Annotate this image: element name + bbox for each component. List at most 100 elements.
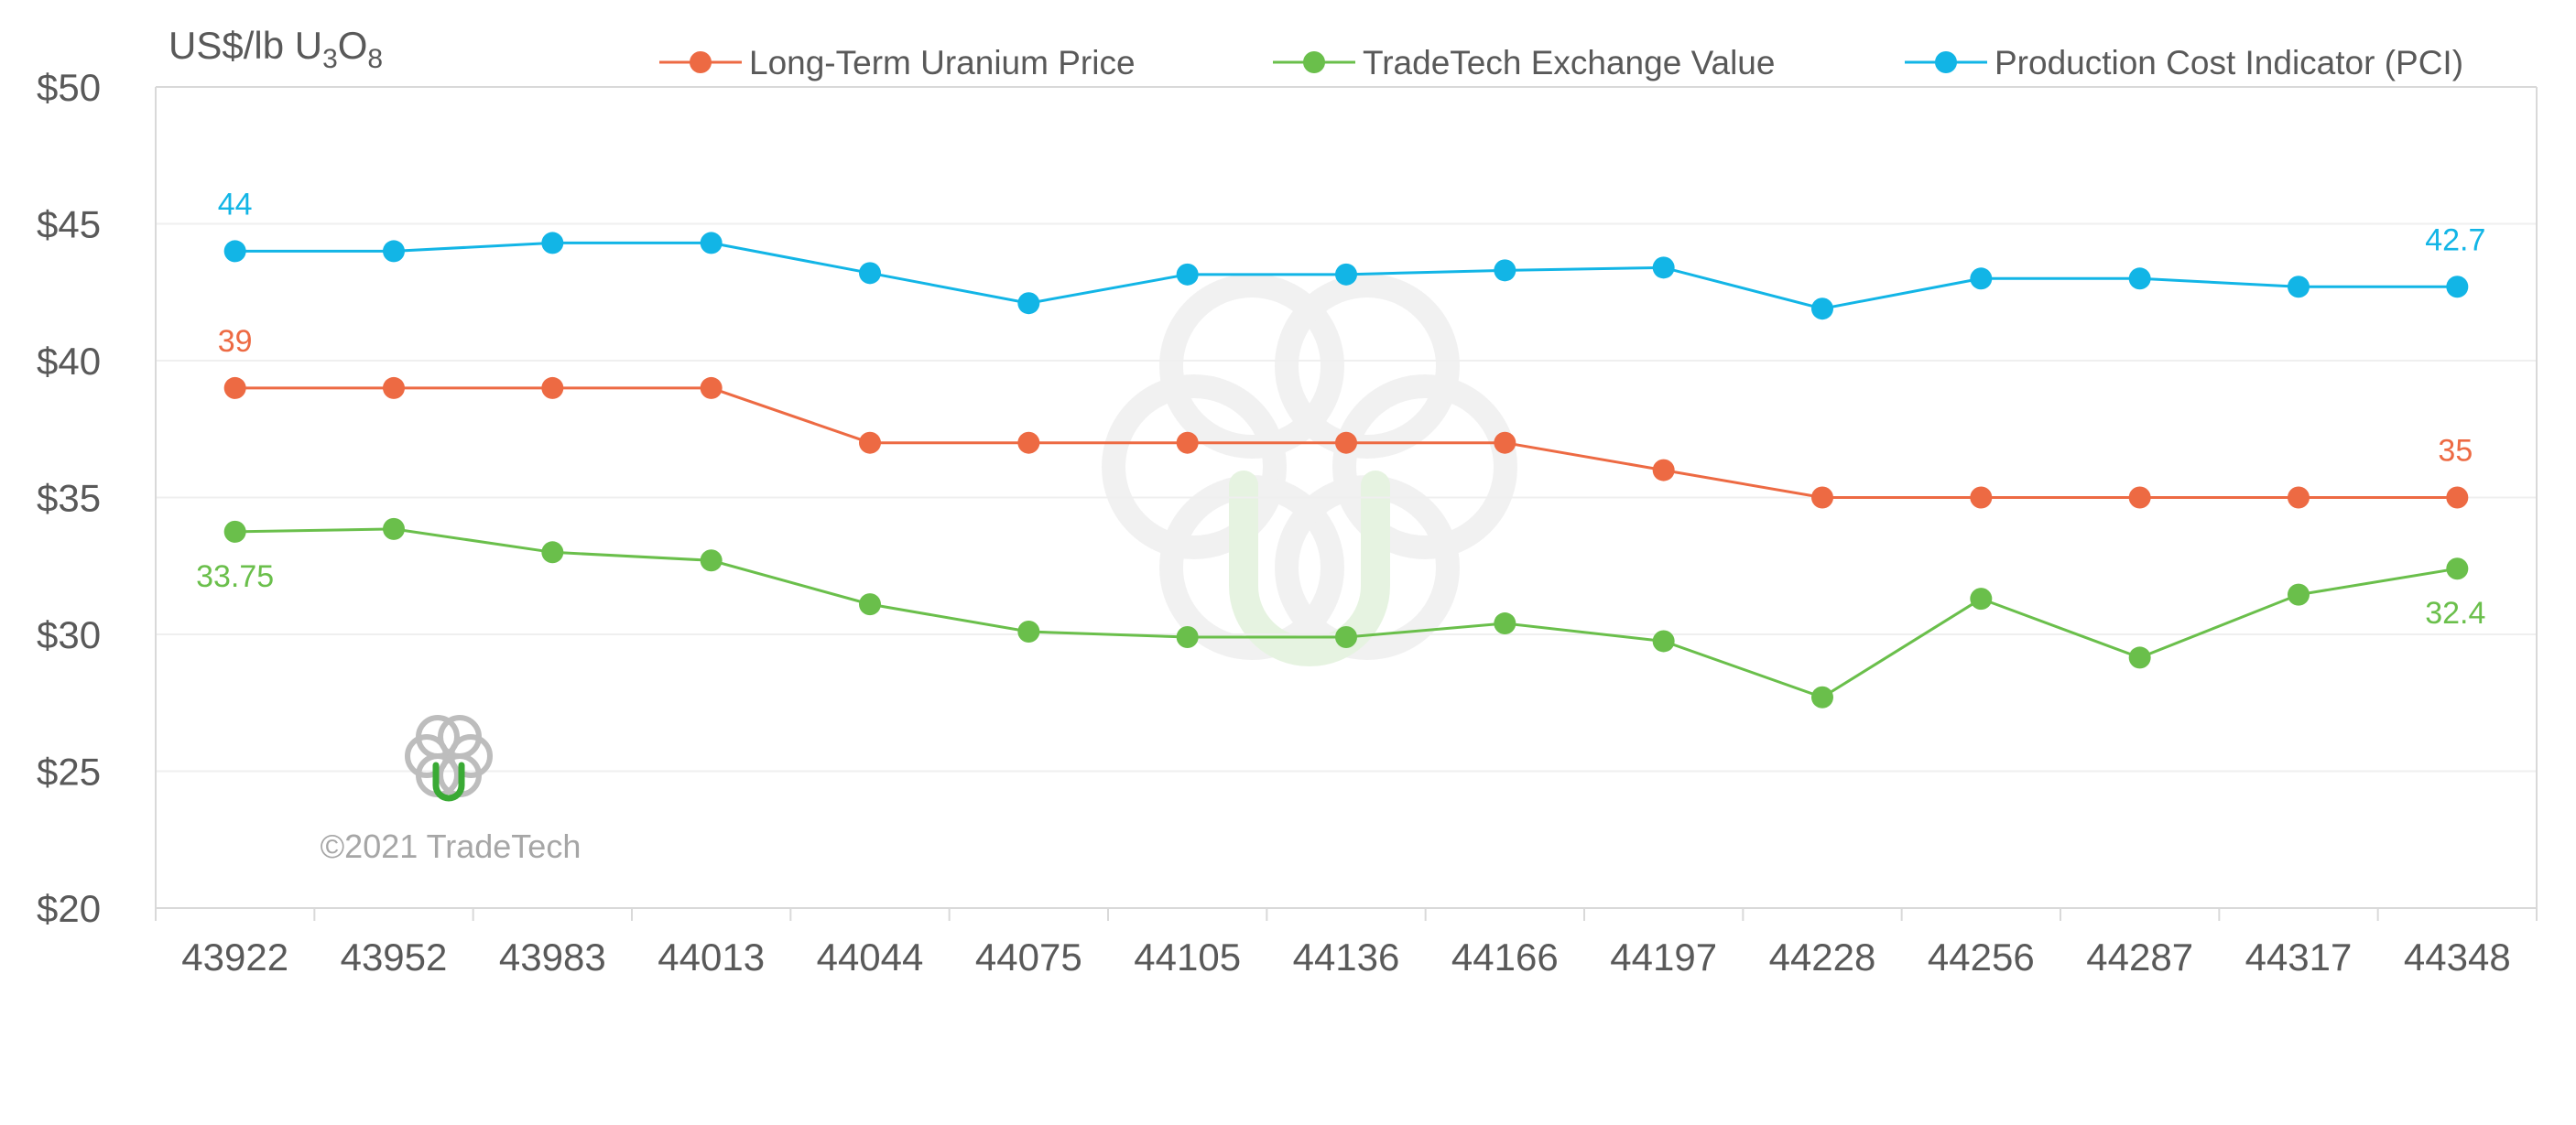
x-tick-label: 44044 xyxy=(817,936,924,979)
data-point xyxy=(1176,431,1199,454)
series-2 xyxy=(223,232,2469,320)
data-point xyxy=(1017,621,1040,644)
tradetech-logo-icon xyxy=(405,715,493,802)
unit-label-prefix: US$/lb U xyxy=(168,24,322,67)
copyright-text: ©2021 TradeTech xyxy=(321,828,582,865)
data-point xyxy=(383,240,405,263)
legend-marker xyxy=(1303,51,1325,73)
data-point xyxy=(1652,459,1675,481)
data-point xyxy=(700,376,723,399)
axes xyxy=(155,86,2538,921)
legend-label: Production Cost Indicator (PCI) xyxy=(1994,44,2463,81)
data-point xyxy=(1970,267,1993,290)
data-point xyxy=(223,520,246,543)
data-point xyxy=(1494,259,1516,282)
data-label: 33.75 xyxy=(196,559,274,594)
x-tick-label: 44317 xyxy=(2245,936,2353,979)
data-point xyxy=(2288,276,2310,298)
data-point xyxy=(700,232,723,254)
x-tick-label: 44136 xyxy=(1293,936,1400,979)
series-0 xyxy=(223,376,2469,509)
x-tick-label: 43983 xyxy=(499,936,606,979)
unit-label: US$/lb U3O8 xyxy=(168,24,383,74)
data-label: 35 xyxy=(2438,434,2473,469)
data-point xyxy=(2288,486,2310,509)
unit-label-sub-8: 8 xyxy=(367,44,383,74)
y-tick-label: $35 xyxy=(37,477,101,520)
data-point xyxy=(1970,486,1993,509)
data-point xyxy=(1176,263,1199,286)
data-point xyxy=(541,541,564,564)
x-tick-label: 44228 xyxy=(1769,936,1876,979)
unit-label-sub-3: 3 xyxy=(322,44,338,74)
data-point xyxy=(1970,588,1993,611)
data-point xyxy=(1811,486,1833,509)
legend-item: Long-Term Uranium Price xyxy=(659,44,1136,81)
data-point xyxy=(859,431,881,454)
y-tick-label: $25 xyxy=(37,751,101,794)
data-point xyxy=(1176,625,1199,648)
series-line xyxy=(234,527,2458,699)
legend-marker xyxy=(690,51,712,73)
legend-item: TradeTech Exchange Value xyxy=(1273,44,1775,81)
gridlines xyxy=(156,222,2537,773)
data-label: 32.4 xyxy=(2425,596,2485,631)
data-point xyxy=(1652,630,1675,653)
y-tick-label: $50 xyxy=(37,66,101,109)
x-tick-label: 44105 xyxy=(1134,936,1241,979)
legend: Long-Term Uranium Price TradeTech Exchang… xyxy=(659,44,2463,81)
series-layer xyxy=(223,232,2469,709)
x-tick-label: 44256 xyxy=(1928,936,2035,979)
data-point xyxy=(1811,686,1833,709)
data-point xyxy=(859,593,881,616)
x-tick-label: 44075 xyxy=(975,936,1082,979)
data-point xyxy=(2446,276,2469,298)
data-point xyxy=(1335,431,1357,454)
x-tick-label: 44287 xyxy=(2086,936,2193,979)
data-point xyxy=(383,376,405,399)
data-point xyxy=(2288,583,2310,606)
data-point xyxy=(2128,486,2151,509)
data-labels: 39 35 33.75 32.4 44 42.7 xyxy=(196,187,2485,631)
data-point xyxy=(223,376,246,399)
data-point xyxy=(541,376,564,399)
series-1 xyxy=(223,517,2469,709)
x-tick-label: 44166 xyxy=(1451,936,1559,979)
data-point xyxy=(2446,486,2469,509)
data-point xyxy=(1652,256,1675,279)
data-label: 42.7 xyxy=(2425,222,2485,257)
x-tick-label: 43952 xyxy=(341,936,448,979)
legend-label: Long-Term Uranium Price xyxy=(749,44,1136,81)
y-tick-label: $45 xyxy=(37,203,101,246)
y-tick-label: $40 xyxy=(37,340,101,383)
data-point xyxy=(2128,267,2151,290)
data-point xyxy=(2128,646,2151,669)
x-axis-tick-labels: 43922 43952 43983 44013 44044 44075 44105 44136… xyxy=(181,936,2510,979)
x-tick-label: 44348 xyxy=(2404,936,2511,979)
data-point xyxy=(1017,292,1040,315)
x-tick-label: 44013 xyxy=(658,936,765,979)
x-tick-label: 44197 xyxy=(1610,936,1717,979)
data-point xyxy=(541,232,564,254)
unit-label-oxygen: O xyxy=(338,24,368,67)
data-point xyxy=(1494,431,1516,454)
data-point xyxy=(2446,557,2469,580)
data-point xyxy=(1017,431,1040,454)
legend-marker xyxy=(1935,51,1957,73)
data-point xyxy=(1335,263,1357,286)
data-point xyxy=(383,517,405,540)
legend-item: Production Cost Indicator (PCI) xyxy=(1905,44,2463,81)
data-point xyxy=(859,262,881,285)
x-tick-label: 43922 xyxy=(181,936,288,979)
y-tick-label: $30 xyxy=(37,613,101,656)
data-point xyxy=(700,549,723,572)
y-axis-tick-labels: $20 $25 $30 $35 $40 $45 $50 xyxy=(37,66,101,930)
data-point xyxy=(1494,612,1516,635)
data-point xyxy=(1811,297,1833,320)
data-label: 39 xyxy=(218,324,253,359)
data-point xyxy=(1335,625,1357,648)
legend-label: TradeTech Exchange Value xyxy=(1363,44,1775,81)
data-point xyxy=(223,240,246,263)
tradetech-watermark-logo-icon xyxy=(1102,274,1517,666)
